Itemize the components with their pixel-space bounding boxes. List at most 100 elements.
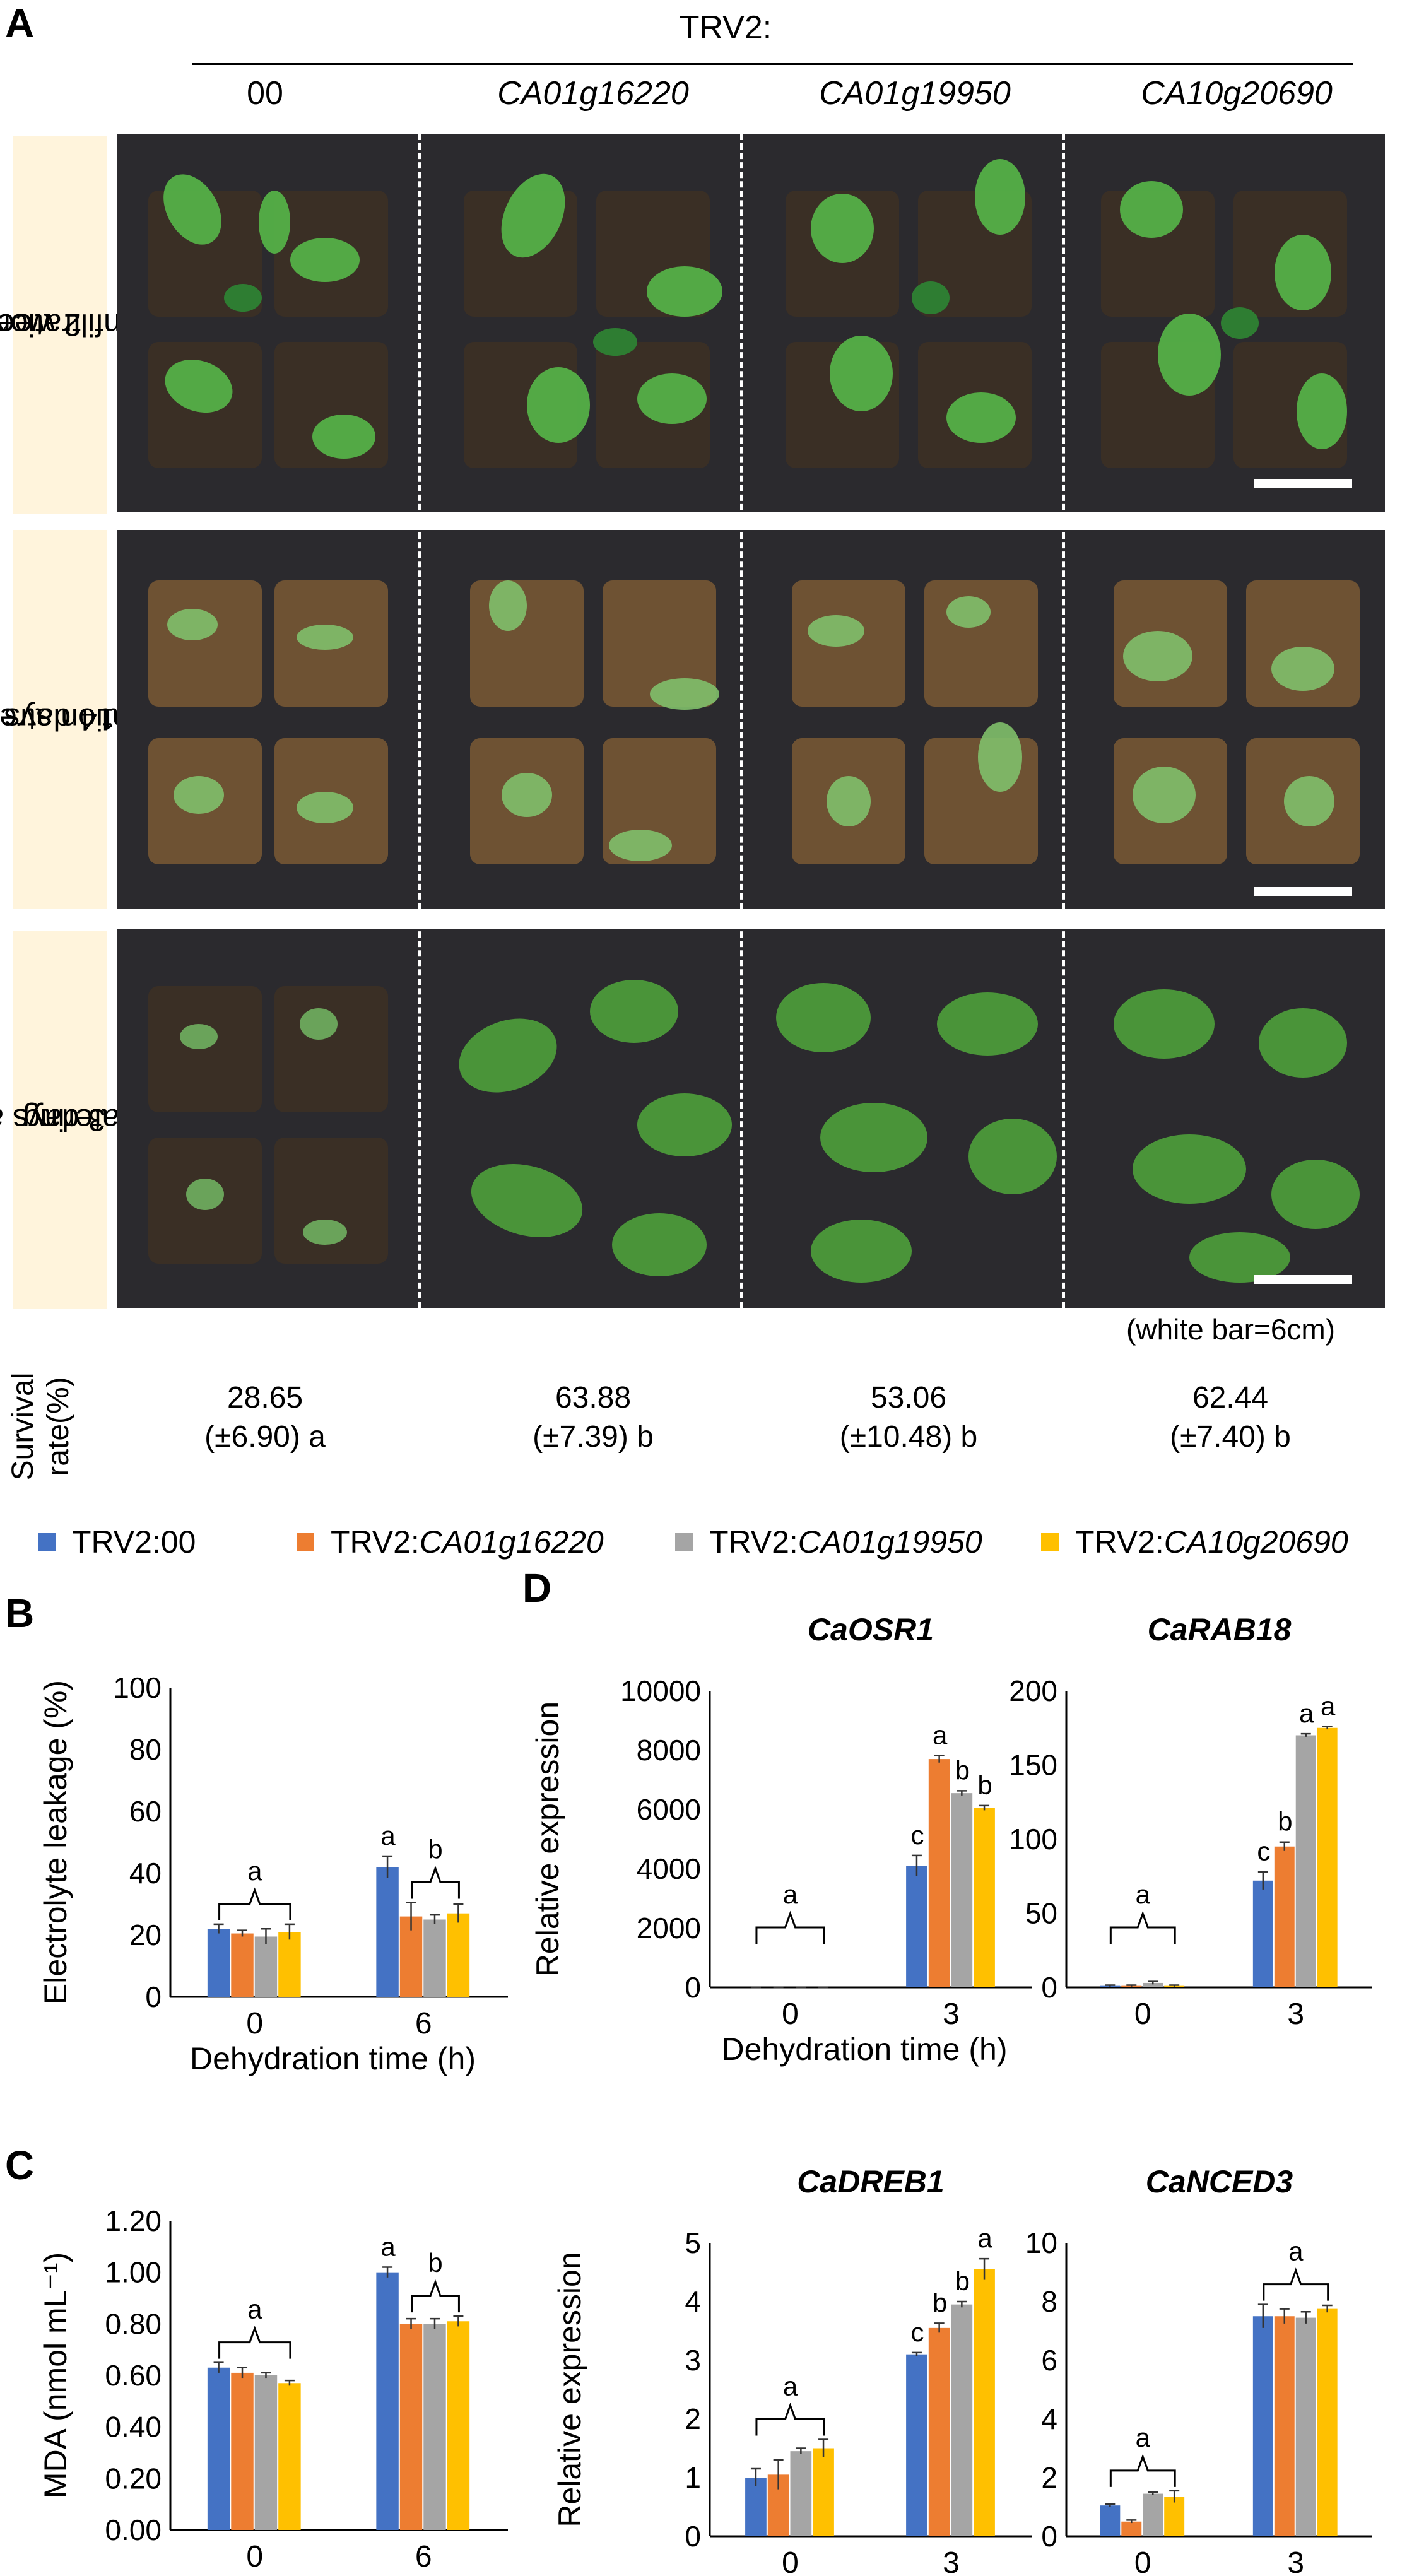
plants-infiltration-image: [148, 159, 1347, 468]
significance-letter: a: [977, 2223, 992, 2253]
significance-letter: b: [955, 2266, 970, 2296]
y-tick-label: 8: [1041, 2285, 1057, 2318]
y-tick-label: 0.80: [105, 2307, 162, 2340]
bar: [207, 1929, 230, 1997]
legend-item-trv2-ca10g20690: TRV2: CA10g20690: [1041, 1524, 1348, 1560]
bar: [790, 2451, 812, 2536]
y-tick-label: 100: [1009, 1823, 1057, 1856]
bar: [1274, 1846, 1295, 1987]
scale-bar: [1254, 479, 1352, 488]
significance-letter: a: [380, 1821, 396, 1850]
y-tick-label: 3: [685, 2344, 701, 2377]
y-tick-label: 4: [685, 2285, 701, 2318]
y-tick-label: 5: [685, 2226, 701, 2259]
bar: [231, 2372, 254, 2530]
plants-rewatering-image: [148, 980, 1360, 1283]
significance-bracket: [1109, 1910, 1176, 1944]
significance-bracket: [218, 1887, 291, 1920]
bar: [376, 2272, 399, 2530]
bar: [254, 2375, 278, 2530]
significance-letter: b: [933, 2288, 947, 2317]
legend-item-trv2-ca01g19950: TRV2: CA01g19950: [675, 1524, 982, 1560]
x-tick-label: 0: [1134, 2546, 1151, 2576]
significance-letter: a: [1299, 1698, 1314, 1728]
y-tick-label: 2: [1041, 2461, 1057, 2494]
legend-swatch: [38, 1533, 56, 1551]
significance-letter: a: [933, 1720, 948, 1750]
significance-letter: a: [247, 1856, 262, 1886]
construct-label-00: 00: [247, 75, 283, 112]
y-tick-label: 8000: [637, 1734, 701, 1767]
survival-value-00: 28.65 (±6.90) a: [204, 1381, 326, 1454]
x-tick-label: 0: [1134, 1997, 1151, 2031]
y-tick-label: 0: [145, 1980, 162, 2013]
y-tick-label: 200: [1009, 1674, 1057, 1707]
bar: [1143, 1982, 1163, 1987]
bar: [1121, 2521, 1142, 2536]
bar: [974, 2269, 995, 2536]
significance-letter: a: [1136, 2423, 1151, 2452]
y-tick-label: 1.00: [105, 2256, 162, 2289]
y-axis-label: Relative expression: [552, 2252, 587, 2527]
bar: [1252, 2316, 1273, 2536]
significance-letter: c: [910, 2317, 924, 2347]
chart-title: CaDREB1: [797, 2164, 944, 2199]
bar: [231, 1933, 254, 1997]
construct-label-ca01g16220: CA01g16220: [497, 75, 689, 112]
bar: [447, 2321, 470, 2530]
y-tick-label: 0: [1041, 2520, 1057, 2553]
x-tick-label: 0: [782, 2546, 799, 2576]
bar: [974, 1808, 995, 1987]
legend-item-trv2-ca01g16220: TRV2: CA01g16220: [297, 1524, 604, 1560]
bar: [813, 2448, 834, 2536]
chart-title: CaRAB18: [1148, 1612, 1292, 1647]
bar: [376, 1867, 399, 1997]
scale-bar: [1254, 887, 1352, 896]
x-tick-label: 0: [246, 2007, 263, 2040]
y-tick-label: 1: [685, 2461, 701, 2494]
row-label-dehydration: 14 days afterdehydration stress: [0, 530, 225, 909]
bar: [1274, 2316, 1295, 2536]
bar: [1100, 2505, 1121, 2536]
y-tick-label: 40: [129, 1857, 162, 1890]
y-tick-label: 4: [1041, 2403, 1057, 2435]
bar: [207, 2367, 230, 2530]
photo-row-dehydration: [117, 530, 1385, 909]
significance-bracket: [1263, 2267, 1329, 2301]
x-tick-label: 6: [415, 2007, 432, 2040]
chart-title: CaNCED3: [1146, 2164, 1293, 2199]
bar: [423, 2324, 446, 2530]
bar: [951, 2304, 973, 2536]
bar: [906, 1866, 927, 1987]
y-axis-label: MDA (nmol mL⁻¹): [38, 2252, 73, 2498]
column-divider: [418, 134, 421, 1308]
significance-letter: c: [910, 1820, 924, 1850]
significance-letter: b: [428, 2248, 442, 2278]
y-tick-label: 150: [1009, 1749, 1057, 1782]
x-tick-label: 0: [782, 1997, 799, 2031]
panel-label-d: D: [522, 1565, 552, 1611]
construct-label-ca10g20690: CA10g20690: [1141, 75, 1333, 112]
survival-value-ca10g20690: 62.44 (±7.40) b: [1170, 1381, 1291, 1454]
photo-row-rewatering: [117, 929, 1385, 1308]
bar: [423, 1919, 446, 1997]
panel-label-c: C: [5, 2143, 35, 2188]
bar: [1295, 1735, 1316, 1987]
bar: [1143, 2493, 1163, 2536]
y-tick-label: 6: [1041, 2344, 1057, 2377]
significance-letter: c: [1257, 1837, 1270, 1866]
bar: [906, 2354, 927, 2536]
y-tick-label: 20: [129, 1919, 162, 1951]
panel-label-a: A: [5, 1, 35, 46]
y-tick-label: 2000: [637, 1912, 701, 1944]
x-axis-label: Dehydration time (h): [722, 2032, 1008, 2067]
bar: [1252, 1880, 1273, 1987]
y-axis-label: Relative expression: [530, 1702, 565, 1977]
x-axis-label: Dehydration time (h): [190, 2041, 476, 2076]
x-axis-label: Dehydration time (h): [190, 2574, 476, 2576]
y-tick-label: 60: [129, 1795, 162, 1828]
x-tick-label: 3: [1287, 1997, 1304, 2031]
y-tick-label: 0.40: [105, 2411, 162, 2444]
bar: [399, 2324, 423, 2530]
y-tick-label: 0: [685, 2520, 701, 2553]
